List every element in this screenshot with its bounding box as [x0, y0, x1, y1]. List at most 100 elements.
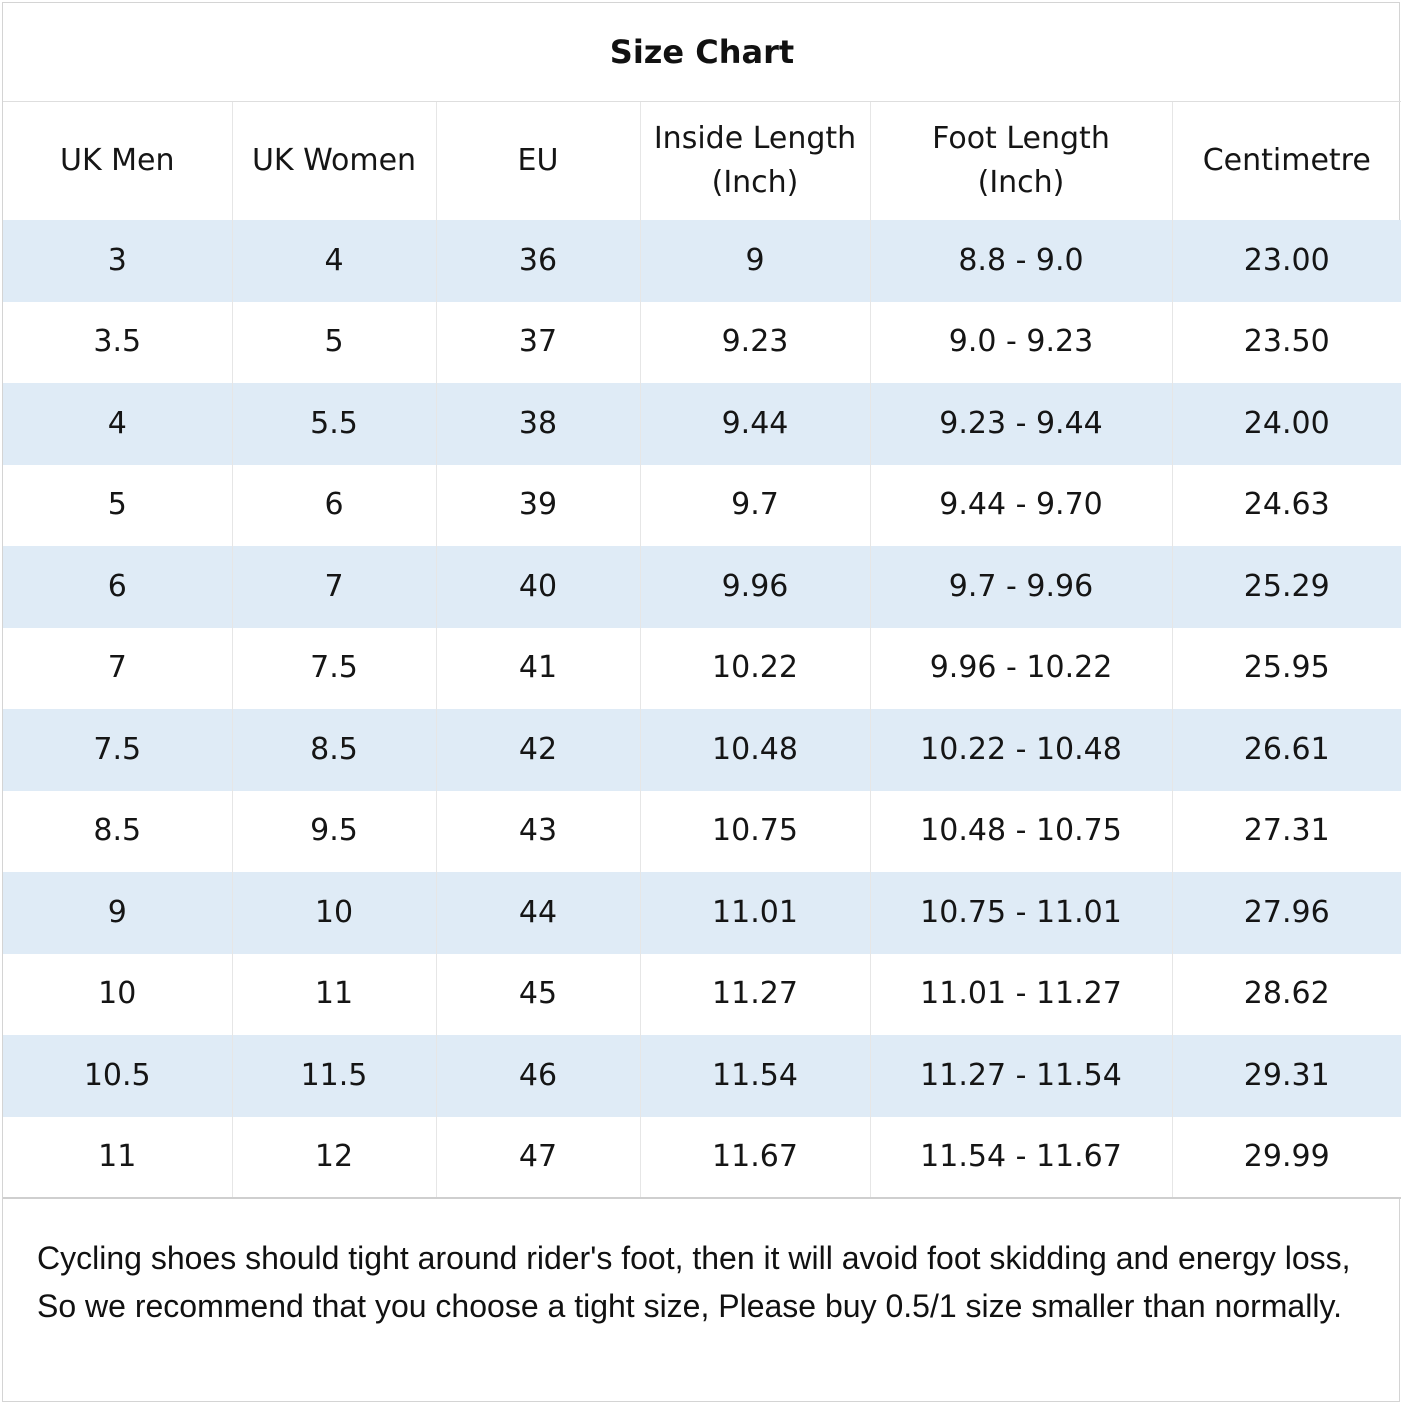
cell-foot-length: 10.48 - 10.75 — [869, 790, 1172, 872]
cell-uk-men: 5 — [3, 464, 232, 546]
cell-uk-women: 7.5 — [231, 627, 436, 709]
table-body: 3 4 36 9 8.8 - 9.0 23.00 3.5 5 37 9.23 9.0 - 9.23 2… — [3, 220, 1401, 1199]
table-row: 3.5 5 37 9.23 9.0 - 9.23 23.50 — [3, 301, 1401, 383]
table-row: 5 6 39 9.7 9.44 - 9.70 24.63 — [3, 464, 1401, 546]
cell-inside-length: 11.67 — [639, 1116, 870, 1199]
cell-inside-length: 9.7 — [639, 464, 870, 546]
table-row: 7.5 8.5 42 10.48 10.22 - 10.48 26.61 — [3, 709, 1401, 791]
header-text: (Inch) — [711, 165, 799, 200]
cell-uk-men: 9 — [3, 872, 232, 954]
table-row: 7 7.5 41 10.22 9.96 - 10.22 25.95 — [3, 627, 1401, 709]
cell-uk-women: 9.5 — [231, 790, 436, 872]
cell-inside-length: 10.75 — [639, 790, 870, 872]
header-text: Centimetre — [1202, 143, 1371, 178]
cell-uk-women: 11 — [231, 953, 436, 1035]
cell-inside-length: 11.54 — [639, 1035, 870, 1117]
cell-eu: 42 — [435, 709, 640, 791]
cell-uk-men: 6 — [3, 546, 232, 628]
cell-eu: 36 — [435, 220, 640, 302]
cell-inside-length: 11.01 — [639, 872, 870, 954]
cell-centimetre: 23.50 — [1171, 301, 1401, 383]
cell-eu: 37 — [435, 301, 640, 383]
cell-centimetre: 28.62 — [1171, 953, 1401, 1035]
header-text: UK Women — [251, 143, 417, 178]
cell-uk-men: 7 — [3, 627, 232, 709]
cell-centimetre: 26.61 — [1171, 709, 1401, 791]
table-row: 8.5 9.5 43 10.75 10.48 - 10.75 27.31 — [3, 790, 1401, 872]
cell-uk-men: 10 — [3, 953, 232, 1035]
cell-uk-women: 6 — [231, 464, 436, 546]
table-row: 6 7 40 9.96 9.7 - 9.96 25.29 — [3, 546, 1401, 628]
header-uk-men: UK Men — [3, 102, 232, 220]
cell-inside-length: 11.27 — [639, 953, 870, 1035]
cell-inside-length: 9.44 — [639, 383, 870, 465]
cell-inside-length: 10.48 — [639, 709, 870, 791]
cell-centimetre: 27.96 — [1171, 872, 1401, 954]
cell-foot-length: 9.44 - 9.70 — [869, 464, 1172, 546]
cell-foot-length: 8.8 - 9.0 — [869, 220, 1172, 302]
cell-foot-length: 11.54 - 11.67 — [869, 1116, 1172, 1199]
cell-uk-men: 3 — [3, 220, 232, 302]
cell-eu: 43 — [435, 790, 640, 872]
header-text: (Inch) — [977, 165, 1065, 200]
cell-centimetre: 24.00 — [1171, 383, 1401, 465]
cell-centimetre: 27.31 — [1171, 790, 1401, 872]
cell-inside-length: 9.23 — [639, 301, 870, 383]
cell-foot-length: 11.01 - 11.27 — [869, 953, 1172, 1035]
header-text: Inside Length — [653, 121, 857, 156]
cell-uk-men: 3.5 — [3, 301, 232, 383]
table-row: 10 11 45 11.27 11.01 - 11.27 28.62 — [3, 953, 1401, 1035]
table-header-row: UK Men UK Women EU Inside Length (Inch) Foot … — [3, 102, 1401, 220]
cell-uk-men: 4 — [3, 383, 232, 465]
table-row: 9 10 44 11.01 10.75 - 11.01 27.96 — [3, 872, 1401, 954]
header-centimetre: Centimetre — [1171, 102, 1401, 220]
cell-uk-women: 7 — [231, 546, 436, 628]
cell-eu: 47 — [435, 1116, 640, 1199]
cell-uk-women: 5 — [231, 301, 436, 383]
cell-foot-length: 10.75 - 11.01 — [869, 872, 1172, 954]
cell-inside-length: 9.96 — [639, 546, 870, 628]
header-uk-women: UK Women — [231, 102, 436, 220]
chart-title: Size Chart — [3, 3, 1401, 102]
cell-foot-length: 9.23 - 9.44 — [869, 383, 1172, 465]
cell-foot-length: 11.27 - 11.54 — [869, 1035, 1172, 1117]
cell-centimetre: 29.31 — [1171, 1035, 1401, 1117]
cell-uk-women: 5.5 — [231, 383, 436, 465]
cell-centimetre: 25.95 — [1171, 627, 1401, 709]
fit-note: Cycling shoes should tight around rider'… — [37, 1240, 1351, 1324]
cell-centimetre: 29.99 — [1171, 1116, 1401, 1199]
cell-inside-length: 9 — [639, 220, 870, 302]
cell-uk-women: 12 — [231, 1116, 436, 1199]
cell-eu: 45 — [435, 953, 640, 1035]
cell-centimetre: 24.63 — [1171, 464, 1401, 546]
table-row: 3 4 36 9 8.8 - 9.0 23.00 — [3, 220, 1401, 302]
cell-centimetre: 25.29 — [1171, 546, 1401, 628]
cell-eu: 44 — [435, 872, 640, 954]
header-inside-length: Inside Length (Inch) — [639, 102, 870, 220]
cell-inside-length: 10.22 — [639, 627, 870, 709]
table-row: 4 5.5 38 9.44 9.23 - 9.44 24.00 — [3, 383, 1401, 465]
cell-eu: 39 — [435, 464, 640, 546]
cell-eu: 38 — [435, 383, 640, 465]
cell-centimetre: 23.00 — [1171, 220, 1401, 302]
cell-uk-women: 10 — [231, 872, 436, 954]
table-row: 11 12 47 11.67 11.54 - 11.67 29.99 — [3, 1116, 1401, 1199]
cell-foot-length: 9.7 - 9.96 — [869, 546, 1172, 628]
header-foot-length: Foot Length (Inch) — [869, 102, 1172, 220]
cell-eu: 41 — [435, 627, 640, 709]
cell-uk-women: 8.5 — [231, 709, 436, 791]
cell-foot-length: 9.0 - 9.23 — [869, 301, 1172, 383]
cell-uk-men: 8.5 — [3, 790, 232, 872]
size-table: UK Men UK Women EU Inside Length (Inch) Foot … — [3, 102, 1401, 1199]
header-text: EU — [517, 143, 559, 178]
header-eu: EU — [435, 102, 640, 220]
cell-uk-men: 7.5 — [3, 709, 232, 791]
header-text: UK Men — [59, 143, 175, 178]
table-row: 10.5 11.5 46 11.54 11.27 - 11.54 29.31 — [3, 1035, 1401, 1117]
cell-uk-women: 4 — [231, 220, 436, 302]
cell-eu: 46 — [435, 1035, 640, 1117]
cell-uk-women: 11.5 — [231, 1035, 436, 1117]
cell-foot-length: 9.96 - 10.22 — [869, 627, 1172, 709]
header-text: Foot Length — [932, 121, 1110, 156]
